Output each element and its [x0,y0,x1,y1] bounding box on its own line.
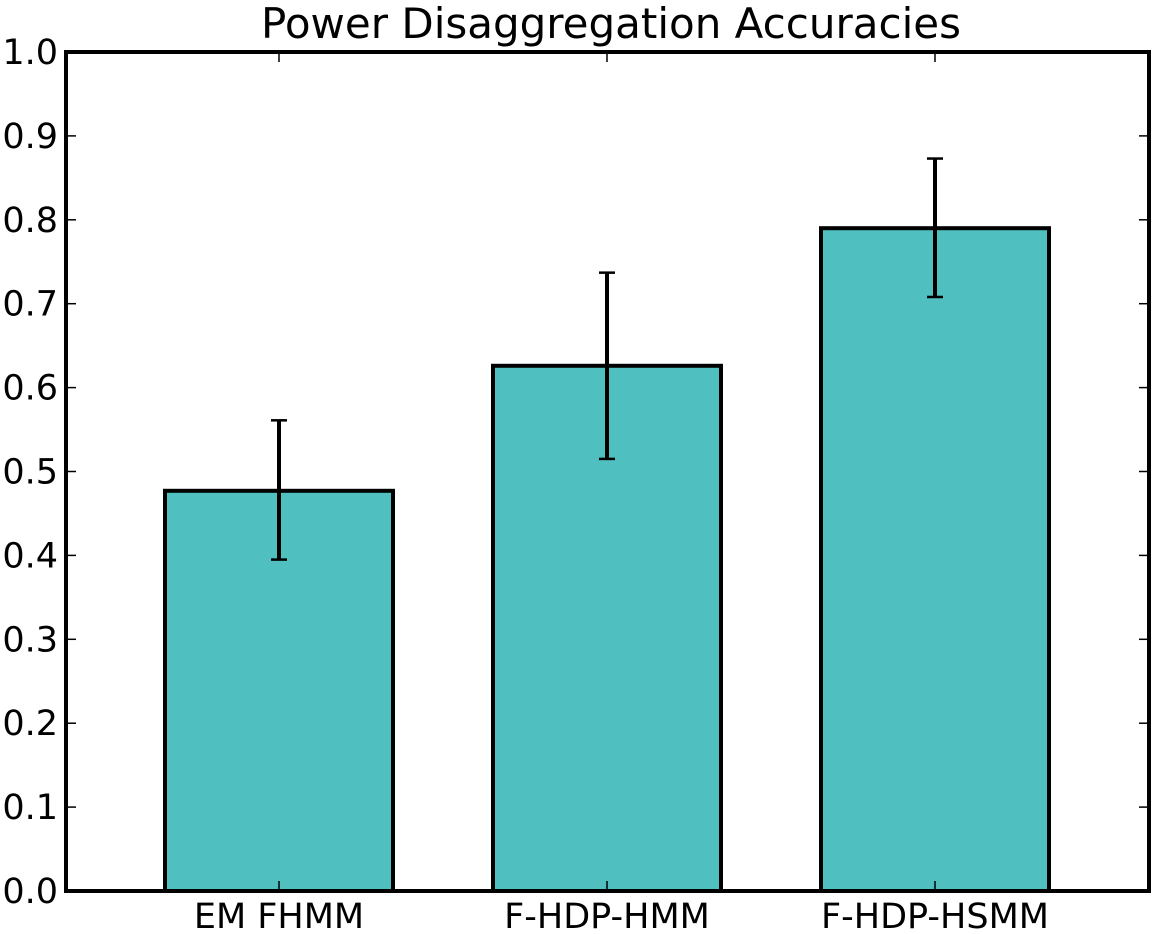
x-category-label: F-HDP-HSMM [821,897,1049,934]
y-tick-label: 0.8 [2,201,58,241]
y-tick-label: 0.4 [2,536,58,576]
bar [819,226,1051,893]
y-tick-label: 0.6 [2,369,58,409]
y-tick-label: 0.0 [2,872,58,912]
y-axis: 0.0 0.1 0.2 0.3 0.4 0.5 0.6 0.7 0.8 0.9 1.0 [2,33,1149,912]
x-category-label: F-HDP-HMM [504,897,710,934]
y-tick-label: 0.3 [2,620,58,660]
y-tick-label: 0.7 [2,285,58,325]
y-tick-label: 0.5 [2,453,58,493]
plot-frame [64,50,1151,893]
error-bars-group [271,157,943,561]
x-axis: EM FHMM F-HDP-HMM F-HDP-HSMM [194,52,1049,934]
y-tick-label: 0.9 [2,117,58,157]
x-category-label: EM FHMM [194,897,364,934]
y-tick-label: 0.1 [2,788,58,828]
y-tick-label: 0.2 [2,704,58,744]
chart-title: Power Disaggregation Accuracies [261,0,961,48]
y-tick-label: 1.0 [2,33,58,73]
